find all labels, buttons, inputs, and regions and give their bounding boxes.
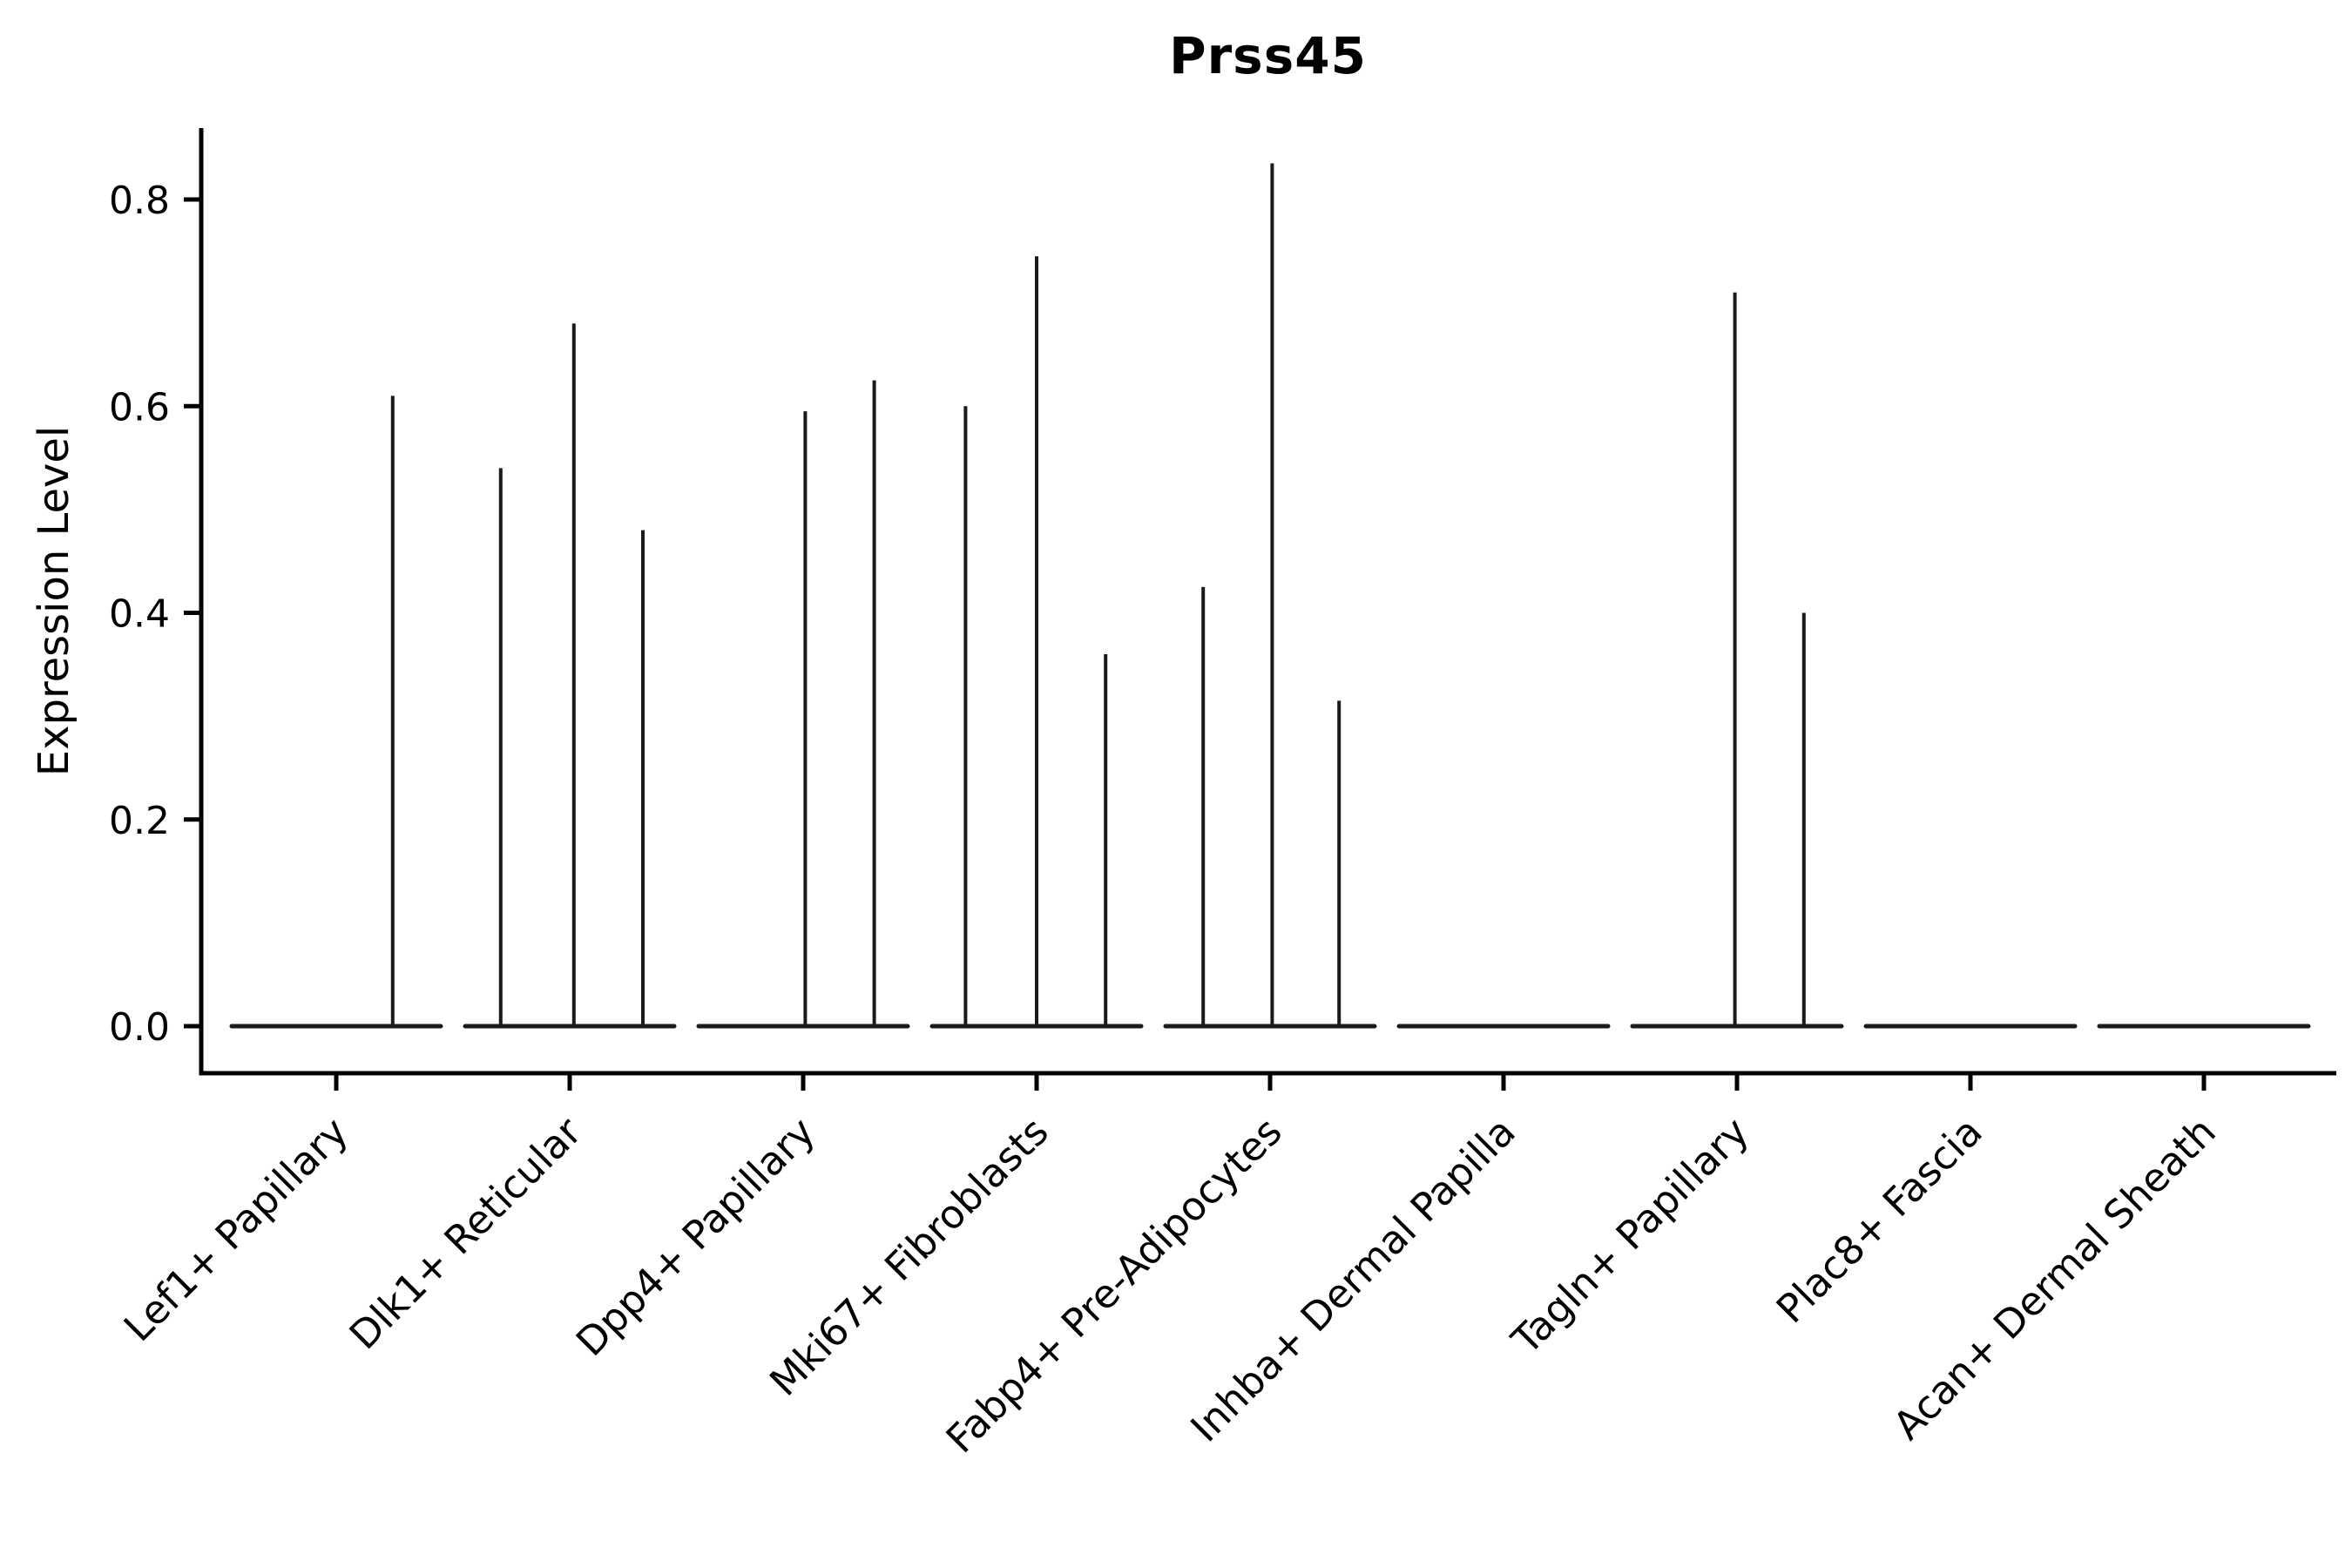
x-tick-label: Tagln+ Papillary <box>1503 1108 1758 1363</box>
y-tick-label: 0.2 <box>109 799 170 843</box>
x-tick-label: Dpp4+ Papillary <box>567 1108 824 1365</box>
y-tick-label: 0.0 <box>109 1005 170 1050</box>
chart-title: Prss45 <box>1169 26 1367 85</box>
y-tick-label: 0.6 <box>109 385 170 429</box>
y-tick-label: 0.4 <box>109 592 170 637</box>
x-tick-label: Dlk1+ Reticular <box>341 1108 591 1358</box>
x-tick-label: Lef1+ Papillary <box>115 1108 357 1350</box>
y-tick-label: 0.8 <box>109 179 170 223</box>
x-tick-label: Plac8+ Fascia <box>1767 1108 1991 1332</box>
